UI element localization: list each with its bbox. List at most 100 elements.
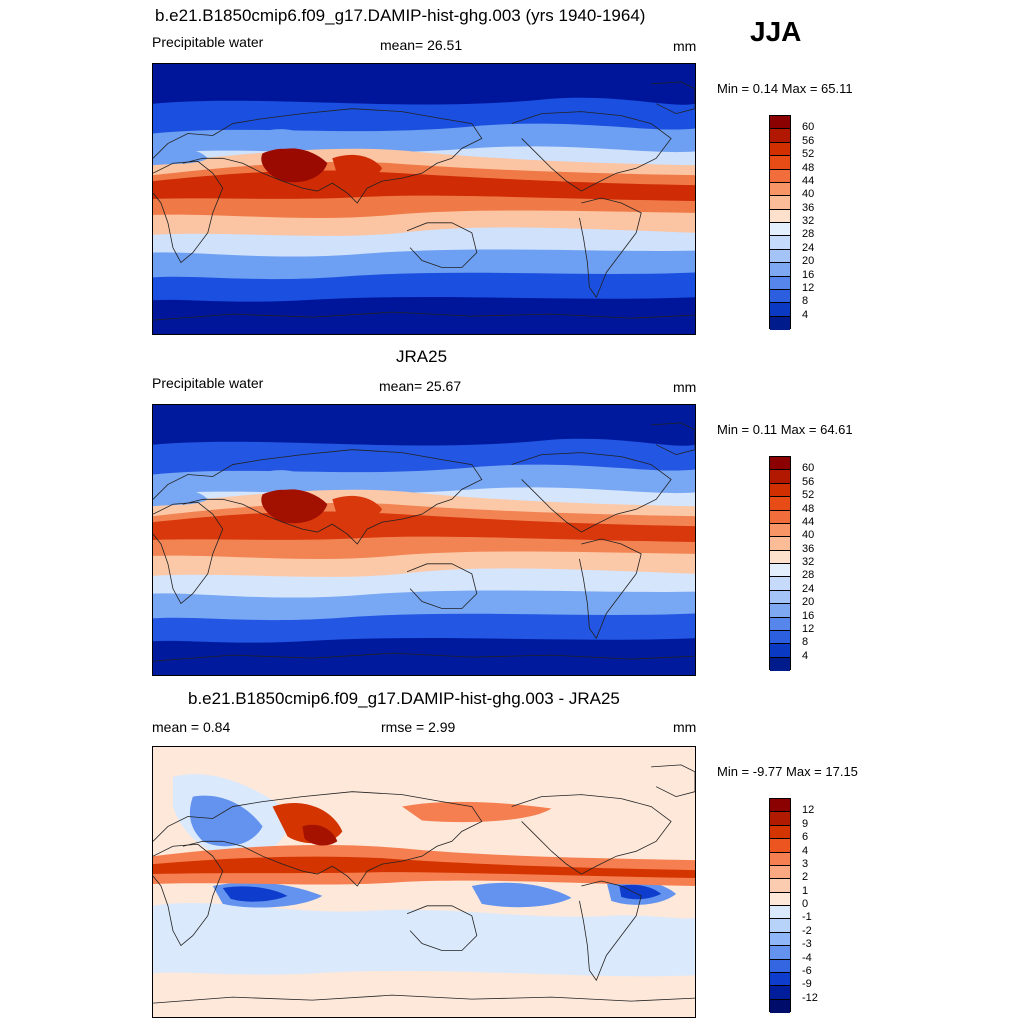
colorbar-tick-label: 28 [802,228,815,241]
colorbar-tick-label: 16 [802,609,815,622]
monsoon-peak [261,148,328,183]
colorbar-tick-label: 28 [802,569,815,582]
colorbar-swatch [770,906,790,920]
coastline [153,311,695,321]
coastline [153,791,483,887]
coastline [153,994,695,1004]
coastline [511,452,672,533]
colorbar-tick-label: -6 [802,964,812,977]
colorbar-tick-label: -2 [802,924,812,937]
coastline [153,160,224,264]
colorbar-tick-label: 48 [802,161,815,174]
colorbar-swatch [770,657,790,671]
panel-1-minmax-label: Min = 0.14 Max = 65.11 [717,81,853,96]
north-pacific-positive [402,801,552,823]
colorbar-tick-label: 8 [802,636,809,649]
colorbar-swatch [770,999,790,1013]
panel-2-mean-label: mean= 25.67 [379,378,462,394]
colorbar-swatch [770,497,790,511]
panel-1-colorbar [769,115,791,330]
colorbar-swatch [770,182,790,197]
deep-blue [222,886,288,902]
colorbar-swatch [770,852,790,866]
coastline [511,111,672,192]
colorbar-tick-label: -4 [802,951,812,964]
colorbar-tick-label: 12 [802,281,815,294]
peak-positive [302,824,338,846]
colorbar-tick-label: 20 [802,596,815,609]
coastline [406,905,478,951]
colorbar-tick-label: 24 [802,241,815,254]
colorbar-tick-label: 32 [802,556,815,568]
colorbar-tick-label: 6 [802,831,809,844]
colorbar-swatch [770,564,790,578]
colorbar-swatch [770,812,790,826]
panel-2-colorbar [769,456,791,671]
colorbar-swatch [770,470,790,484]
colorbar-tick-label: 56 [802,475,815,488]
colorbar-swatch [770,249,790,264]
colorbar-swatch [770,169,790,183]
colorbar-tick-label: 0 [802,898,809,910]
plateau-dry [257,470,313,490]
plateau-dry [257,129,313,149]
colorbar-swatch [770,483,790,498]
colorbar-swatch [770,223,790,237]
colorbar-tick-label: 20 [802,255,815,268]
colorbar-tick-label: 8 [802,295,809,308]
panel-1-variable-label: Precipitable water [152,34,264,50]
pacific-blue [471,882,572,908]
colorbar-swatch [770,156,790,170]
warm-pool [332,495,383,521]
colorbar-swatch [770,142,790,157]
colorbar-swatch [770,946,790,960]
itcz-positive [153,856,695,879]
coastline [153,843,224,947]
colorbar-tick-label: -1 [802,911,812,924]
colorbar-tick-label: 48 [802,502,815,515]
colorbar-swatch [770,196,790,210]
colorbar-tick-label: 60 [802,462,815,475]
colorbar-swatch [770,457,790,471]
panel-3-map [152,746,696,1018]
coastline [153,652,695,662]
colorbar-tick-label: 56 [802,134,815,147]
colorbar-swatch [770,316,790,330]
panel-2-variable-label: Precipitable water [152,375,264,391]
colorbar-swatch [770,839,790,853]
colorbar-tick-label: 36 [802,542,815,555]
coastline [511,794,672,875]
colorbar-tick-label: 52 [802,148,815,161]
deep-blue [619,884,662,900]
colorbar-tick-label: 4 [802,844,809,857]
colorbar-tick-label: 1 [802,884,809,897]
warm-pool [332,154,383,180]
colorbar-tick-label: -3 [802,938,812,951]
negative-band [153,903,695,977]
colorbar-tick-label: 52 [802,489,815,502]
colorbar-swatch [770,537,790,551]
colorbar-swatch [770,630,790,645]
colorbar-swatch [770,236,790,250]
colorbar-tick-label: 9 [802,817,809,830]
panel-3-title: b.e21.B1850cmip6.f09_g17.DAMIP-hist-ghg.… [188,689,620,708]
coastline [651,764,695,798]
colorbar-swatch [770,932,790,947]
colorbar-swatch [770,129,790,143]
colorbar-swatch [770,892,790,906]
coastline [153,501,224,605]
colorbar-swatch [770,879,790,893]
coastline [651,422,695,456]
colorbar-swatch [770,116,790,130]
season-label: JJA [750,16,802,47]
colorbar-swatch [770,523,790,538]
colorbar-swatch [770,617,790,631]
colorbar-swatch [770,590,790,605]
colorbar-tick-label: 16 [802,268,815,281]
colorbar-swatch [770,510,790,524]
coastline [406,563,478,609]
colorbar-swatch [770,799,790,813]
colorbar-swatch [770,972,790,987]
panel-1-units-label: mm [673,38,697,54]
colorbar-tick-label: 36 [802,201,815,214]
